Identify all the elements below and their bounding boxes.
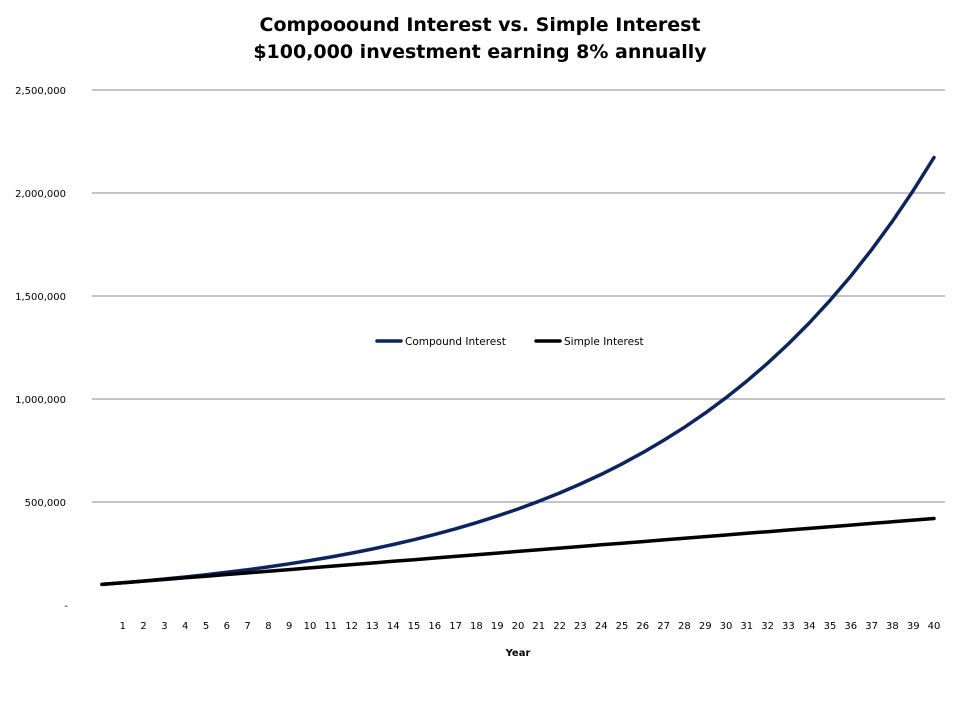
series-line-simple — [100, 516, 936, 587]
gridlines — [92, 89, 945, 503]
series-lines — [100, 155, 936, 587]
x-tick-label: 14 — [387, 621, 400, 632]
x-tick-label: 10 — [304, 621, 317, 632]
x-tick-label: 32 — [761, 621, 774, 632]
x-tick-label: 2 — [140, 621, 146, 632]
x-axis-title: Year — [505, 648, 531, 659]
legend-label: Simple Interest — [564, 336, 644, 348]
legend: Compound Interest Simple Interest — [375, 336, 644, 348]
y-tick-label: 2,000,000 — [15, 189, 66, 200]
x-tick-label: 28 — [678, 621, 691, 632]
x-tick-label: 12 — [345, 621, 358, 632]
x-tick-label: 36 — [844, 621, 857, 632]
x-tick-label: 21 — [532, 621, 545, 632]
x-tick-label: 18 — [470, 621, 483, 632]
chart-title-line1: Compooound Interest vs. Simple Interest — [259, 14, 701, 36]
legend-label: Compound Interest — [405, 336, 506, 348]
x-tick-label: 25 — [616, 621, 629, 632]
chart-subtitle: $100,000 investment earning 8% annually — [253, 41, 707, 63]
x-tick-label: 4 — [182, 621, 188, 632]
x-axis-tick-labels: 1 2 3 4 5 6 7 8 9 10 11 12 13 14 15 16 17 18 19 20 21 22 23 24 2… — [120, 621, 941, 632]
x-tick-label: 5 — [203, 621, 209, 632]
y-tick-label: 2,500,000 — [15, 86, 66, 97]
x-tick-label: 27 — [657, 621, 670, 632]
x-tick-label: 16 — [428, 621, 441, 632]
x-tick-label: 20 — [512, 621, 525, 632]
x-tick-label: 3 — [161, 621, 167, 632]
y-tick-label: 1,000,000 — [15, 395, 66, 406]
x-tick-label: 15 — [408, 621, 421, 632]
x-tick-label: 9 — [286, 621, 292, 632]
x-tick-label: 24 — [595, 621, 608, 632]
y-axis-tick-labels: - 500,000 1,000,000 1,500,000 2,000,000 2,500… — [15, 86, 68, 612]
x-tick-label: 34 — [803, 621, 816, 632]
x-tick-label: 11 — [324, 621, 337, 632]
x-tick-label: 33 — [782, 621, 795, 632]
x-tick-label: 23 — [574, 621, 587, 632]
x-tick-label: 13 — [366, 621, 379, 632]
x-tick-label: 38 — [886, 621, 899, 632]
x-tick-label: 1 — [120, 621, 126, 632]
y-tick-label: 1,500,000 — [15, 292, 66, 303]
y-tick-label: - — [64, 601, 68, 612]
x-tick-label: 37 — [865, 621, 878, 632]
x-tick-label: 40 — [928, 621, 941, 632]
x-tick-label: 22 — [553, 621, 566, 632]
chart-title: Compooound Interest vs. Simple Interest … — [0, 12, 960, 66]
series-line-compound — [100, 155, 936, 587]
x-tick-label: 29 — [699, 621, 712, 632]
x-tick-label: 35 — [824, 621, 837, 632]
x-tick-label: 6 — [224, 621, 230, 632]
x-tick-label: 26 — [636, 621, 649, 632]
x-tick-label: 7 — [244, 621, 250, 632]
y-tick-label: 500,000 — [25, 498, 66, 509]
x-tick-label: 31 — [740, 621, 753, 632]
x-tick-label: 19 — [491, 621, 504, 632]
x-tick-label: 17 — [449, 621, 462, 632]
x-tick-label: 39 — [907, 621, 920, 632]
x-tick-label: 8 — [265, 621, 271, 632]
x-tick-label: 30 — [720, 621, 733, 632]
